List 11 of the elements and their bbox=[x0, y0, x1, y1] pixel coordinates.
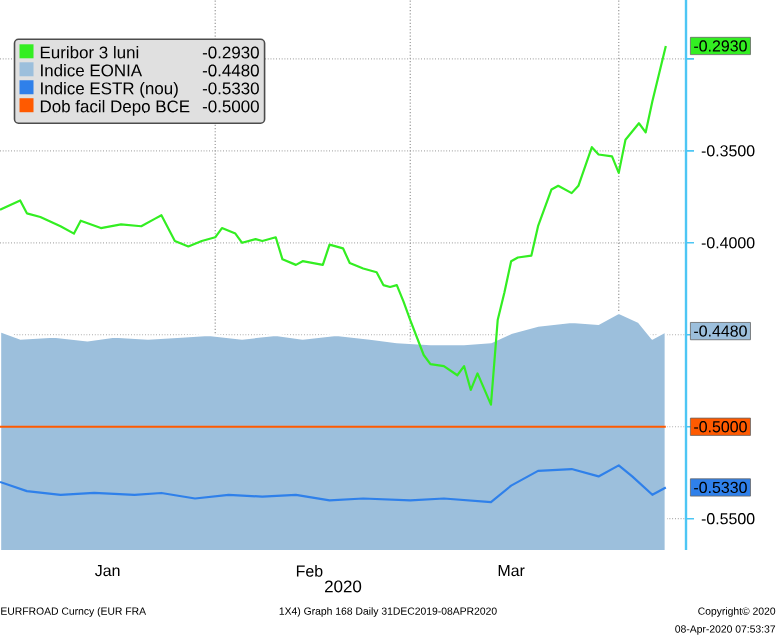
text: -0.4480 bbox=[202, 64, 259, 77]
legend-label: Indice ESTR (nou) bbox=[41, 81, 178, 98]
legend-label: Euribor 3 luni bbox=[40, 46, 139, 59]
legend-label: Indice EONIA bbox=[41, 63, 143, 77]
x-axis-title: 2020 bbox=[325, 580, 362, 593]
text: -0.5000 bbox=[202, 100, 259, 113]
line-series bbox=[0, 44, 667, 406]
line-series bbox=[0, 464, 667, 504]
text: -0.2930 bbox=[202, 46, 259, 59]
legend-label: Dob facil Depo BCE bbox=[40, 99, 190, 116]
text: -0.5330 bbox=[202, 82, 259, 95]
